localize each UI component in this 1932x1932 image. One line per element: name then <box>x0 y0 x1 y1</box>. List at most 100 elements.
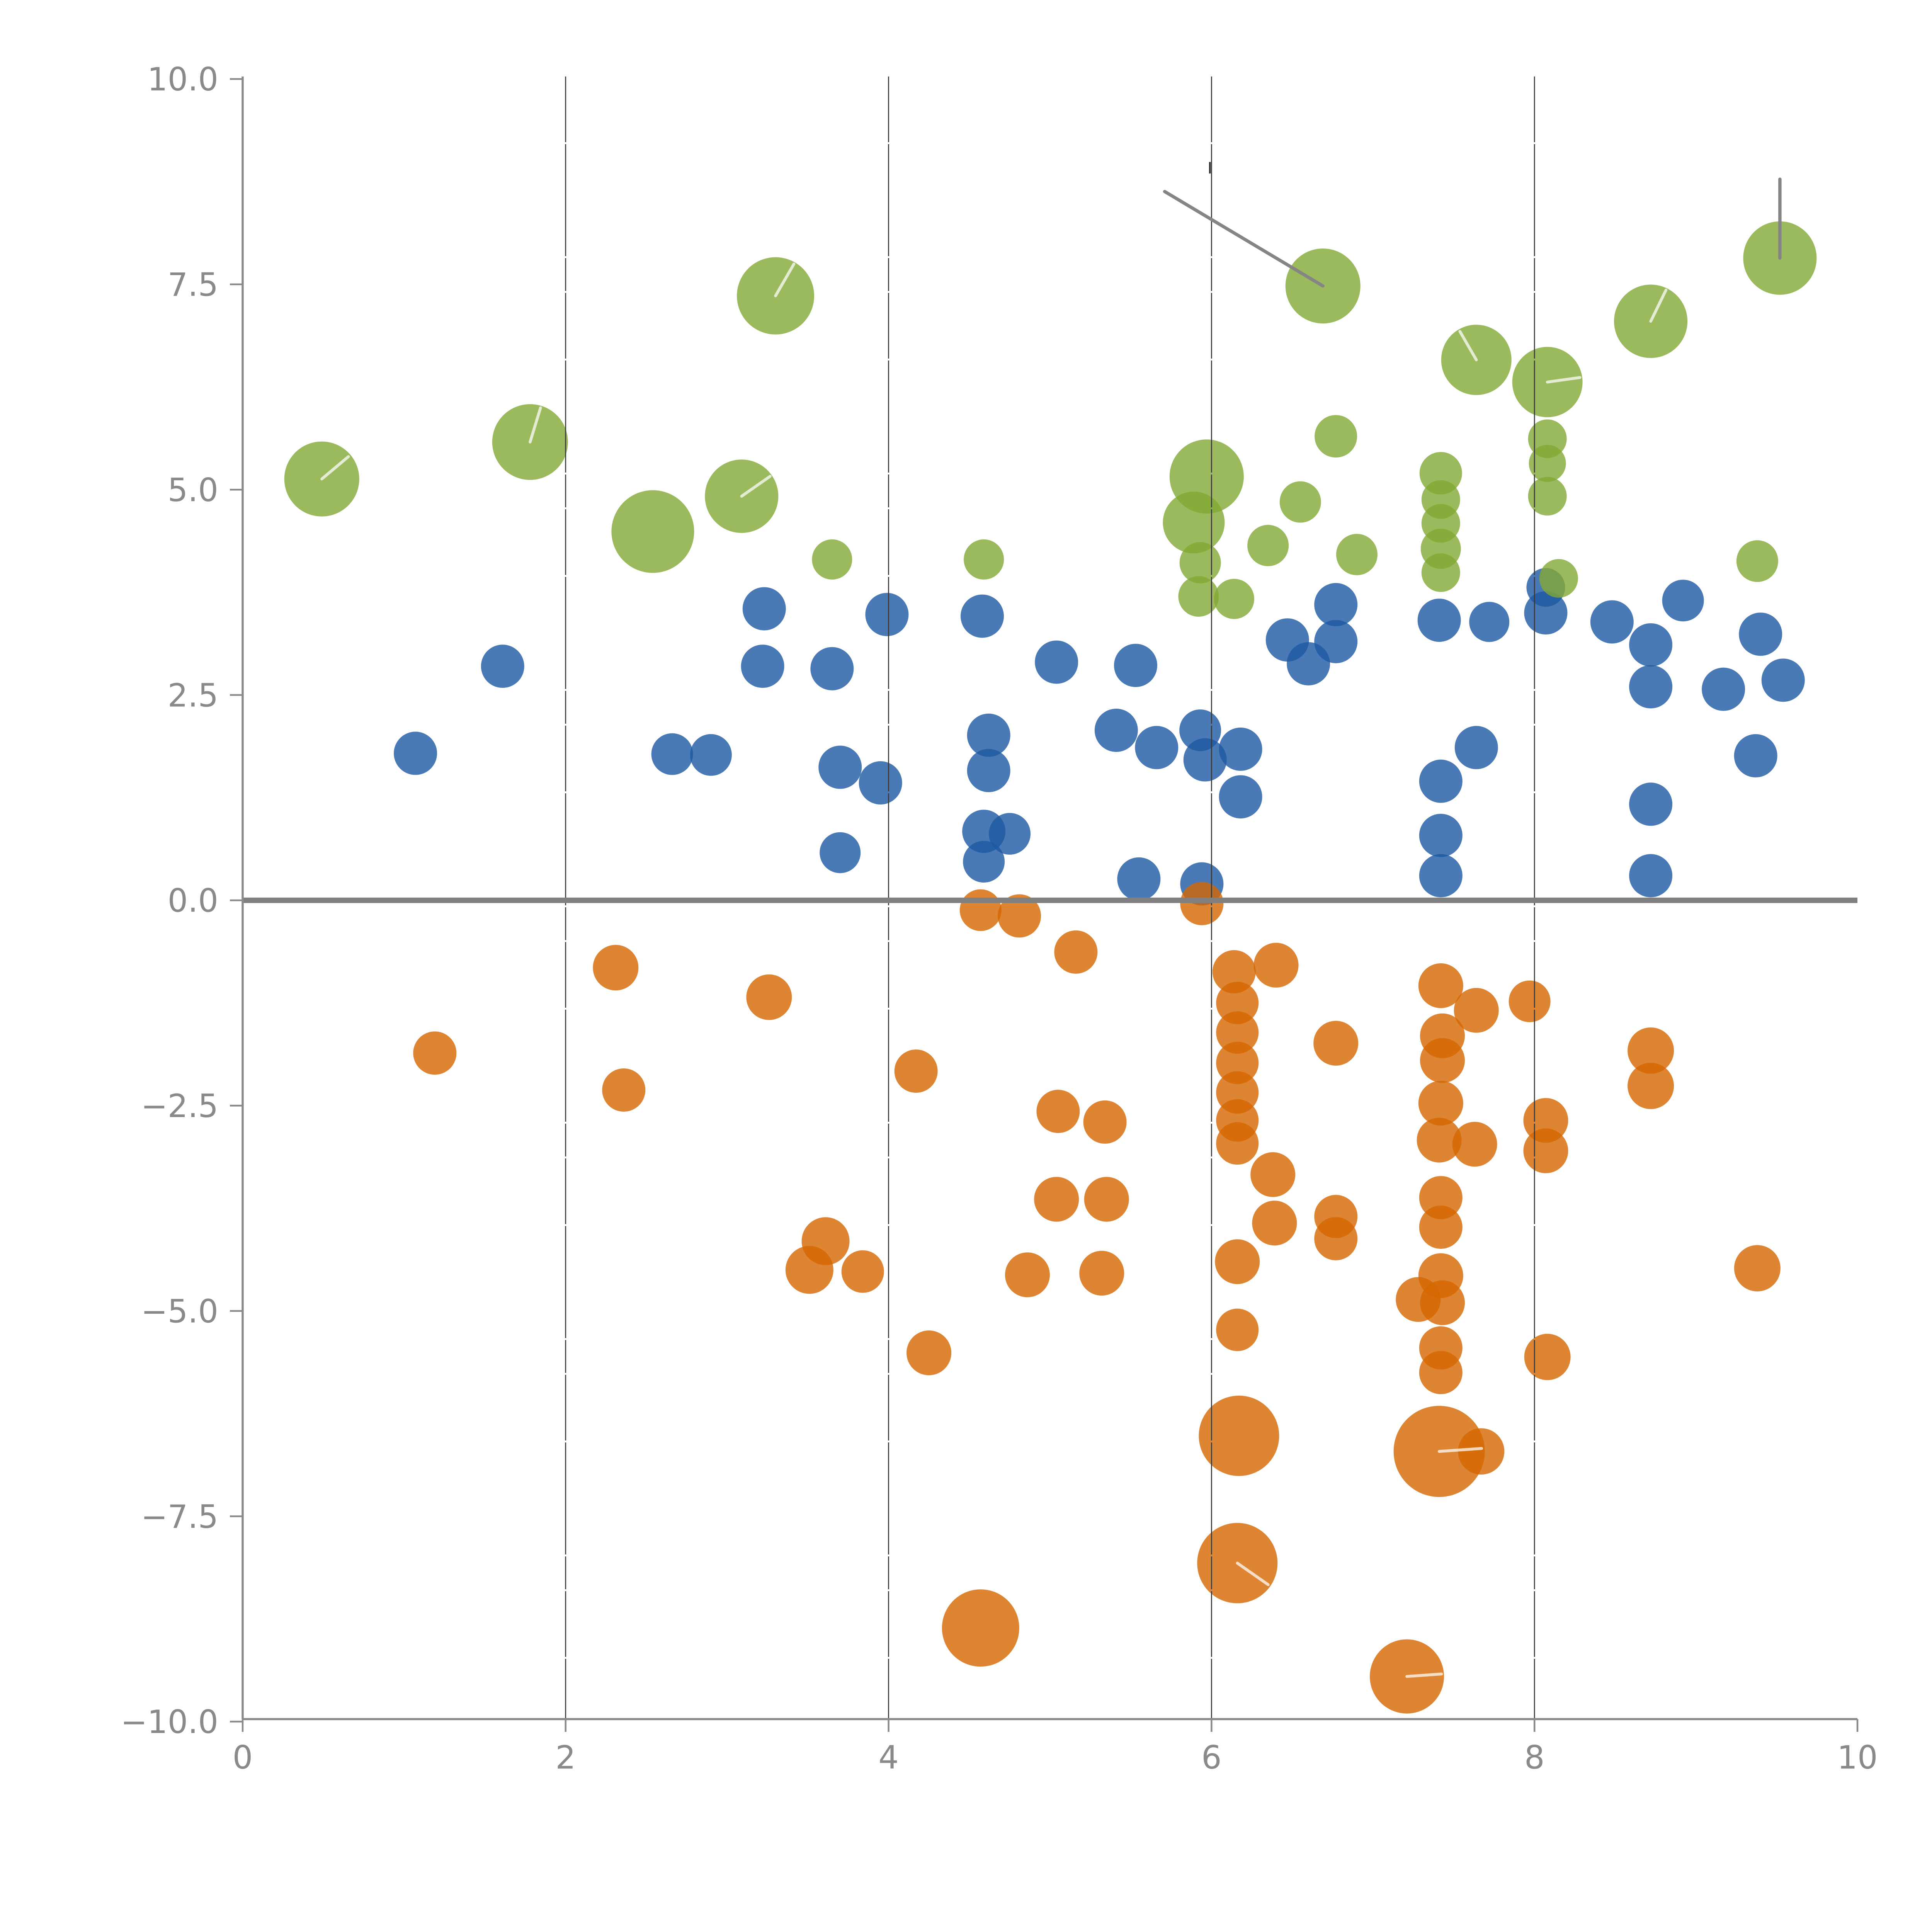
point-orange <box>1079 1251 1124 1296</box>
point-orange <box>1509 980 1551 1022</box>
point-orange <box>1417 1117 1462 1163</box>
point-blue <box>1629 623 1673 667</box>
y-tick-label-10: 10.0 <box>147 61 218 98</box>
point-blue <box>967 713 1010 757</box>
bubble-slash-9 <box>1437 1447 1483 1453</box>
point-orange <box>959 889 1002 931</box>
point-orange <box>1216 1308 1259 1351</box>
point-blue <box>742 587 786 631</box>
point-orange <box>1458 1428 1505 1475</box>
point-orange <box>894 1049 938 1093</box>
point-blue <box>1629 782 1673 826</box>
point-orange <box>1524 1333 1571 1380</box>
point-orange <box>1005 1252 1050 1298</box>
point-orange <box>1419 1205 1463 1249</box>
point-blue <box>963 841 1005 883</box>
annotations <box>320 162 1782 1678</box>
point-orange <box>785 1246 833 1294</box>
point-blue <box>1739 612 1782 656</box>
point-blue <box>1117 857 1161 901</box>
point-green <box>1279 481 1321 523</box>
series-blue <box>394 568 1805 906</box>
point-orange <box>1250 1152 1296 1197</box>
point-blue <box>1662 580 1704 622</box>
point-blue <box>1094 709 1138 752</box>
point-orange <box>1216 1122 1259 1165</box>
point-blue <box>1183 738 1227 782</box>
point-blue <box>1219 727 1262 771</box>
point-orange <box>841 1250 884 1293</box>
x-tick-label-2: 2 <box>556 1739 576 1776</box>
point-orange <box>1084 1177 1129 1222</box>
point-green <box>1214 578 1254 619</box>
point-orange <box>998 894 1041 938</box>
point-green <box>611 490 694 573</box>
x-tick-label-4: 4 <box>878 1739 899 1776</box>
point-blue <box>651 733 693 775</box>
point-green <box>1529 445 1566 482</box>
y-tick-label-0: 0.0 <box>168 883 218 920</box>
point-orange <box>1314 1217 1358 1260</box>
point-blue <box>1419 759 1463 803</box>
bubble-slash-2 <box>529 406 542 444</box>
point-orange <box>1420 1038 1465 1083</box>
point-green <box>1528 477 1567 516</box>
point-orange <box>1419 1351 1463 1395</box>
point-blue <box>820 832 861 873</box>
point-orange <box>1212 950 1256 993</box>
point-green <box>1163 492 1225 554</box>
point-blue <box>865 593 909 636</box>
point-blue <box>1702 667 1745 711</box>
y-tick-label--2.5: −2.5 <box>141 1088 218 1125</box>
y-tick-label--7.5: −7.5 <box>141 1498 218 1536</box>
point-orange <box>1454 988 1499 1033</box>
x-tick-label-6: 6 <box>1201 1739 1222 1776</box>
annotation-line-1 <box>1163 190 1325 288</box>
point-blue <box>1417 599 1461 642</box>
point-blue <box>1590 600 1634 644</box>
point-orange <box>1199 1395 1279 1476</box>
bubble-slash-10 <box>1405 1672 1443 1678</box>
y-tick-label--5: −5.0 <box>141 1293 218 1330</box>
point-blue <box>818 745 862 789</box>
bubble-slash-4 <box>740 474 772 498</box>
point-blue <box>690 734 732 776</box>
point-blue <box>859 761 902 805</box>
point-blue <box>1314 620 1358 663</box>
point-blue <box>961 594 1004 638</box>
point-blue <box>967 749 1010 793</box>
point-blue <box>1035 640 1078 684</box>
point-blue <box>1135 726 1179 769</box>
point-blue <box>810 647 854 690</box>
point-orange <box>1034 1177 1079 1222</box>
point-orange <box>1180 882 1224 925</box>
point-orange <box>746 974 792 1020</box>
x-axis: 0 2 4 6 8 10 <box>233 1719 1878 1776</box>
point-blue <box>1629 665 1673 709</box>
point-orange <box>1628 1063 1674 1109</box>
y-tick-label-5: 5.0 <box>168 472 218 509</box>
point-orange <box>1216 1041 1259 1084</box>
point-orange <box>1313 1020 1359 1066</box>
point-orange <box>1083 1100 1127 1144</box>
point-blue <box>1219 775 1262 819</box>
y-tick-label-2.5: 2.5 <box>168 677 218 714</box>
point-orange <box>1628 1027 1674 1074</box>
point-orange <box>1253 942 1299 988</box>
point-orange <box>1036 1090 1080 1133</box>
point-blue <box>741 645 784 688</box>
point-orange <box>1452 1122 1497 1167</box>
point-orange <box>1523 1128 1568 1173</box>
point-orange <box>413 1031 457 1075</box>
point-green <box>1179 542 1221 583</box>
point-blue <box>1314 583 1358 626</box>
bubble-slash-6 <box>1458 330 1478 362</box>
point-green <box>1178 576 1219 617</box>
point-orange <box>1252 1201 1297 1246</box>
bubble-slash-8 <box>1236 1561 1270 1586</box>
point-green <box>964 539 1004 580</box>
y-tick-label-7.5: 7.5 <box>168 267 218 304</box>
y-axis: 10.0 7.5 5.0 2.5 0.0 −2.5 −5.0 −7.5 −10.0 <box>121 61 243 1741</box>
